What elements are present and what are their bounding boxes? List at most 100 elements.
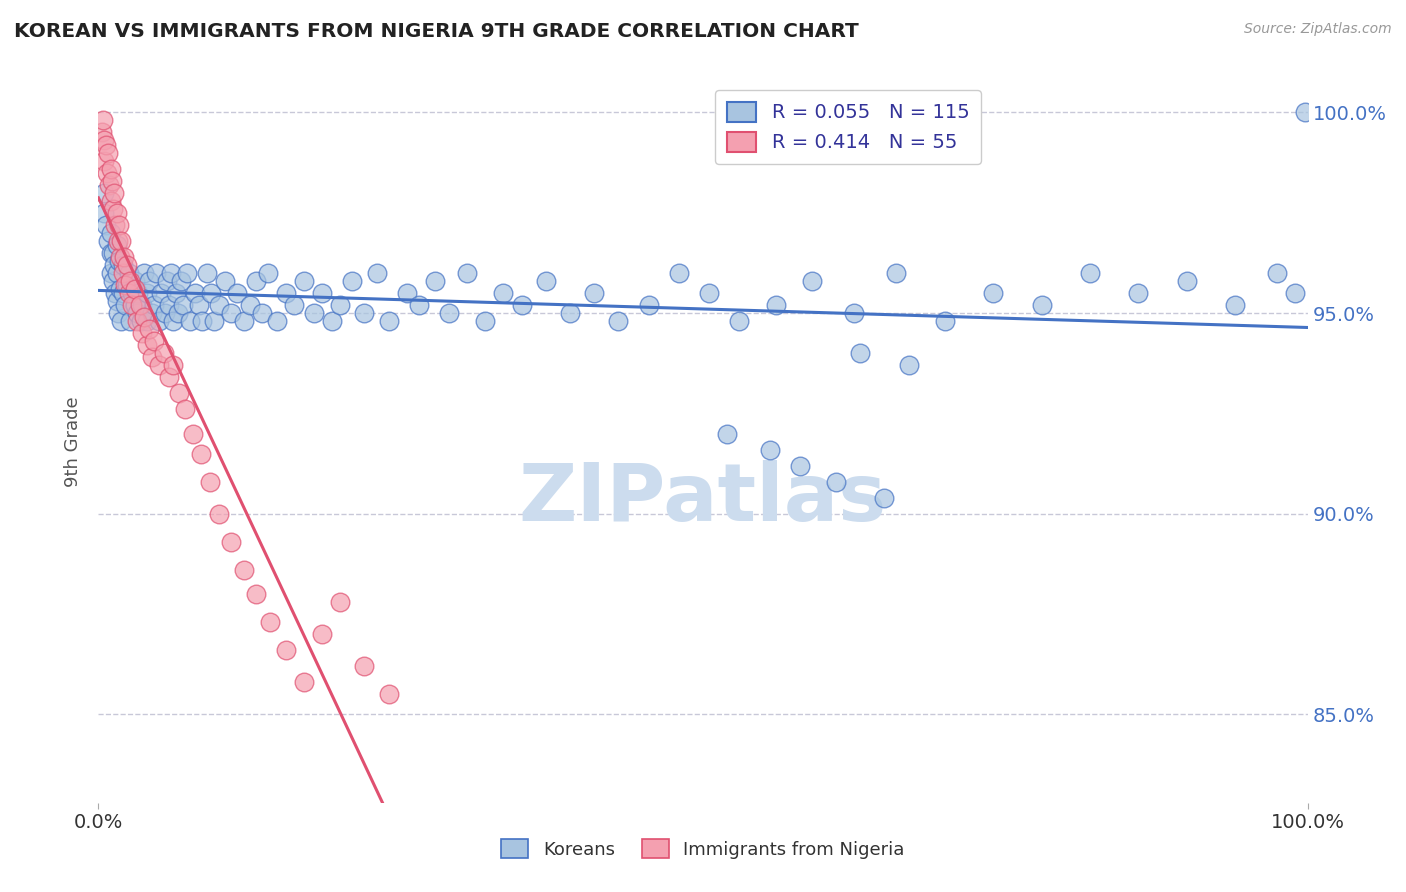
- Point: [105, 294, 128, 309]
- Point: [311, 286, 333, 301]
- Point: [191, 314, 214, 328]
- Point: [100, 226, 122, 240]
- Point: [162, 358, 184, 372]
- Point: [169, 274, 191, 288]
- Point: [118, 266, 141, 280]
- Point: [100, 194, 122, 208]
- Point: [534, 274, 557, 288]
- Point: [143, 334, 166, 349]
- Point: [353, 659, 375, 673]
- Point: [93, 186, 115, 200]
- Point: [101, 202, 124, 216]
- Point: [728, 314, 751, 328]
- Point: [153, 306, 176, 320]
- Point: [181, 426, 204, 441]
- Point: [321, 314, 343, 328]
- Point: [408, 298, 430, 312]
- Point: [150, 286, 173, 301]
- Point: [117, 258, 139, 272]
- Point: [100, 161, 122, 176]
- Point: [134, 310, 156, 325]
- Point: [141, 306, 163, 320]
- Point: [187, 298, 209, 312]
- Point: [101, 274, 124, 288]
- Point: [190, 446, 212, 460]
- Point: [195, 266, 218, 280]
- Point: [395, 286, 418, 301]
- Point: [128, 298, 150, 312]
- Point: [245, 274, 267, 288]
- Point: [108, 250, 131, 264]
- Point: [329, 298, 352, 312]
- Point: [93, 153, 115, 168]
- Point: [135, 314, 157, 328]
- Point: [127, 306, 149, 320]
- Point: [93, 134, 115, 148]
- Point: [129, 314, 152, 328]
- Point: [103, 186, 125, 200]
- Point: [104, 286, 127, 301]
- Point: [208, 298, 231, 312]
- Point: [1031, 298, 1053, 312]
- Point: [274, 286, 297, 301]
- Point: [107, 234, 129, 248]
- Point: [157, 298, 180, 312]
- Point: [91, 113, 114, 128]
- Point: [97, 234, 120, 248]
- Point: [934, 314, 956, 328]
- Point: [117, 278, 139, 293]
- Point: [100, 174, 122, 188]
- Point: [94, 218, 117, 232]
- Point: [93, 206, 115, 220]
- Point: [145, 266, 167, 280]
- Point: [100, 266, 122, 280]
- Point: [825, 475, 848, 489]
- Point: [1128, 286, 1150, 301]
- Point: [637, 298, 659, 312]
- Point: [121, 286, 143, 301]
- Point: [886, 266, 908, 280]
- Point: [152, 346, 174, 360]
- Point: [138, 274, 160, 288]
- Point: [221, 306, 243, 320]
- Point: [100, 246, 122, 260]
- Point: [292, 675, 315, 690]
- Point: [105, 206, 128, 220]
- Point: [143, 298, 166, 312]
- Point: [510, 298, 533, 312]
- Point: [107, 306, 129, 320]
- Point: [245, 587, 267, 601]
- Point: [118, 286, 141, 301]
- Point: [112, 250, 135, 264]
- Point: [800, 274, 823, 288]
- Point: [897, 358, 920, 372]
- Point: [789, 458, 811, 473]
- Point: [607, 314, 630, 328]
- Point: [174, 402, 197, 417]
- Point: [1223, 298, 1246, 312]
- Point: [111, 286, 134, 301]
- Point: [167, 306, 190, 320]
- Point: [98, 178, 121, 192]
- Point: [118, 314, 141, 328]
- Point: [104, 218, 127, 232]
- Point: [114, 298, 136, 312]
- Point: [873, 491, 896, 505]
- Point: [127, 286, 149, 301]
- Point: [716, 426, 738, 441]
- Text: Source: ZipAtlas.com: Source: ZipAtlas.com: [1244, 22, 1392, 37]
- Point: [697, 286, 720, 301]
- Point: [239, 298, 262, 312]
- Point: [96, 166, 118, 180]
- Point: [148, 358, 170, 372]
- Point: [456, 266, 478, 280]
- Point: [169, 386, 191, 401]
- Point: [91, 126, 114, 140]
- Point: [111, 266, 134, 280]
- Point: [148, 314, 170, 328]
- Legend: Koreans, Immigrants from Nigeria: Koreans, Immigrants from Nigeria: [494, 832, 912, 866]
- Point: [131, 298, 153, 312]
- Point: [121, 298, 143, 312]
- Point: [226, 286, 249, 301]
- Point: [110, 234, 132, 248]
